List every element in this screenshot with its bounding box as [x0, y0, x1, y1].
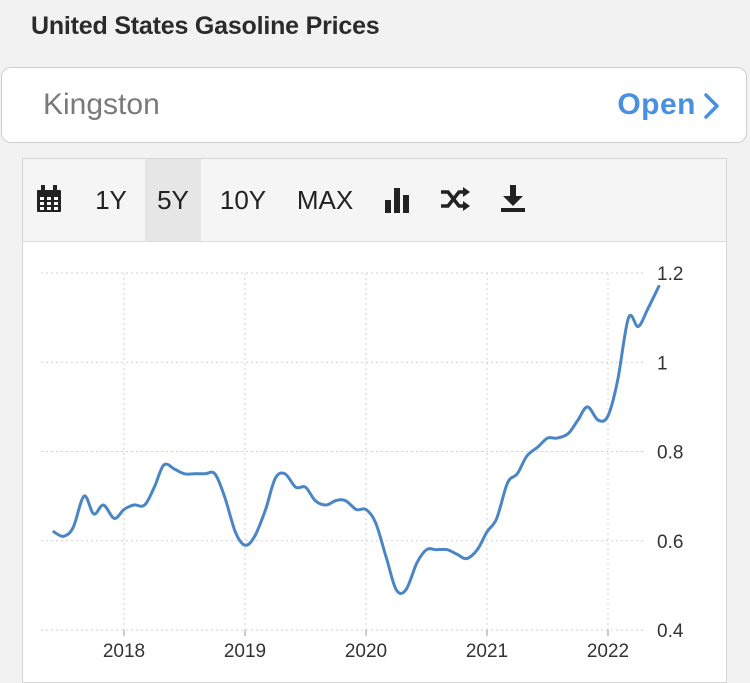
y-tick-label: 1: [657, 353, 668, 374]
location-banner[interactable]: Kingston Open: [1, 67, 747, 143]
y-tick-label: 0.8: [657, 443, 683, 464]
x-tick-label: 2019: [224, 641, 266, 662]
chevron-right-icon[interactable]: [700, 92, 724, 120]
download-icon[interactable]: [499, 184, 527, 214]
y-tick-label: 1.2: [657, 264, 683, 285]
range-10y-button[interactable]: 10Y: [219, 185, 267, 215]
y-tick-label: 0.6: [657, 532, 683, 553]
chart-card: 1Y 5Y 10Y MAX 0.4 0.6 0.8 1 1.2 2018 2019 2020 2…: [22, 158, 727, 683]
price-line-chart: 0.4 0.6 0.8 1 1.2 2018 2019 2020 2021 2022: [41, 264, 684, 662]
page-title: United States Gasoline Prices: [31, 12, 380, 40]
range-max-button[interactable]: MAX: [296, 185, 354, 215]
x-tick-label: 2018: [103, 641, 145, 662]
range-5y-button[interactable]: 5Y: [145, 159, 201, 241]
price-series-line: [52, 284, 661, 595]
open-button[interactable]: Open: [617, 88, 696, 121]
chart-toolbar: 1Y 5Y 10Y MAX: [23, 159, 726, 242]
x-tick-label: 2020: [345, 641, 387, 662]
x-tick-label: 2022: [587, 641, 629, 662]
calendar-icon[interactable]: [35, 184, 63, 214]
range-1y-button[interactable]: 1Y: [95, 185, 127, 215]
banner-location-name: Kingston: [43, 88, 160, 121]
bar-chart-icon[interactable]: [383, 184, 411, 214]
shuffle-icon[interactable]: [439, 184, 471, 214]
x-tick-label: 2021: [466, 641, 508, 662]
y-tick-label: 0.4: [657, 621, 684, 642]
